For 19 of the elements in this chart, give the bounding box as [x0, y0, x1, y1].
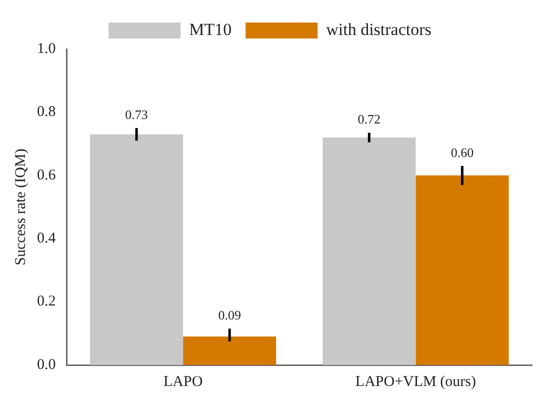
bar [90, 134, 184, 365]
y-tick-label: 0.6 [37, 167, 56, 184]
y-axis-title: Success rate (IQM) [12, 148, 29, 266]
bar [322, 137, 416, 365]
x-tick-label: LAPO+VLM (ours) [355, 374, 476, 390]
y-tick-label: 0.2 [37, 294, 56, 310]
legend-label: with distractors [326, 20, 432, 39]
data-label: 0.72 [358, 112, 381, 127]
data-label: 0.09 [218, 308, 241, 323]
legend-label: MT10 [189, 20, 232, 39]
y-tick-label: 1.0 [37, 40, 56, 57]
y-tick-label: 0.4 [37, 230, 56, 247]
y-tick-label: 0.8 [37, 104, 56, 120]
bar [416, 175, 509, 365]
x-tick-label: LAPO [163, 374, 203, 390]
data-label: 0.73 [125, 106, 148, 122]
data-label: 0.60 [450, 144, 474, 160]
y-tick-label: 0.0 [37, 356, 56, 373]
bar [183, 336, 276, 365]
